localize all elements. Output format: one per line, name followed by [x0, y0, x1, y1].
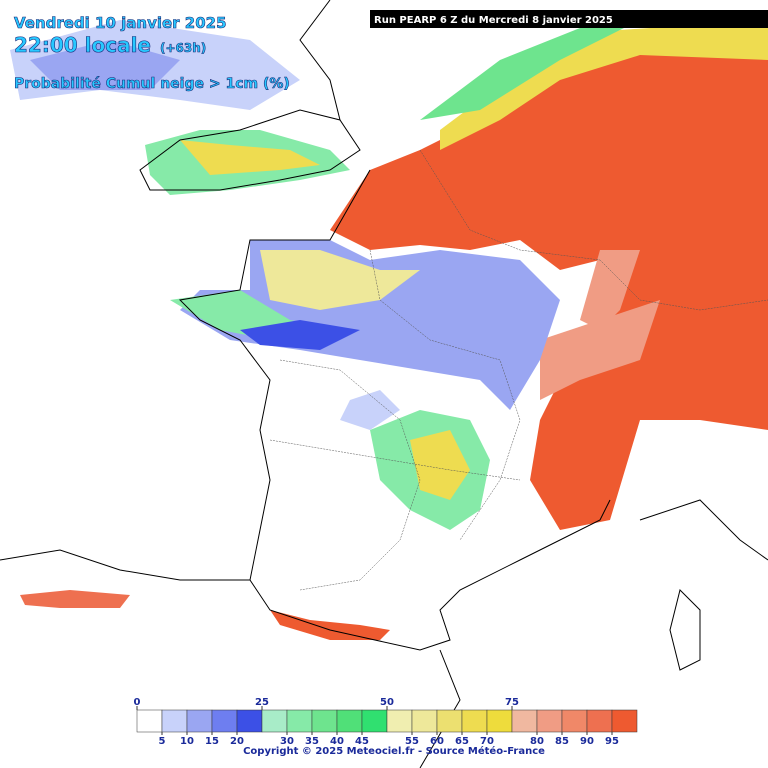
legend-cell: [161, 709, 188, 733]
legend-cell: [336, 709, 363, 733]
legend-cell: [486, 709, 513, 733]
tick-label: 5: [159, 736, 166, 747]
legend: 0 25 50 75 5 10 15 20 30 35 40 45 55 60 65 70 80 85 90 95: [134, 697, 638, 747]
tick-label: 25: [255, 697, 269, 708]
footer: Copyright © 2025 Meteociel.fr - Source M…: [243, 745, 545, 757]
time: 22:00 locale: [14, 33, 151, 57]
lead: (+63h): [160, 41, 206, 55]
legend-cell: [511, 709, 538, 733]
legend-cell: [611, 709, 638, 733]
legend-cell: [561, 709, 588, 733]
legend-cell: [461, 709, 488, 733]
tick-label: 50: [380, 697, 394, 708]
tick-label: 20: [230, 736, 244, 747]
legend-cell: [436, 709, 463, 733]
legend-cell: [236, 709, 263, 733]
tick-label: 40: [330, 736, 344, 747]
product: Probabilité Cumul neige > 1cm (%): [14, 76, 290, 92]
snow-field: [10, 20, 768, 640]
tick-label: 0: [134, 697, 141, 708]
tick-label: 80: [530, 736, 544, 747]
legend-cell: [186, 709, 213, 733]
tick-label: 10: [180, 736, 194, 747]
tick-label: 60: [430, 736, 444, 747]
legend-cell: [386, 709, 413, 733]
tick-label: 85: [555, 736, 569, 747]
legend-cell: [586, 709, 613, 733]
tick-label: 90: [580, 736, 594, 747]
legend-cell: [411, 709, 438, 733]
legend-cell: [361, 709, 388, 733]
legend-cell: [211, 709, 238, 733]
legend-cell: [136, 709, 163, 733]
tick-label: 30: [280, 736, 294, 747]
tick-label: 95: [605, 736, 619, 747]
tick-label: 45: [355, 736, 369, 747]
tick-label: 65: [455, 736, 469, 747]
tick-label: 75: [505, 697, 519, 708]
legend-cell: [536, 709, 563, 733]
legend-cell: [286, 709, 313, 733]
run: Run PEARP 6 Z du Mercredi 8 janvier 2025: [374, 15, 613, 26]
tick-label: 35: [305, 736, 319, 747]
tick-label: 70: [480, 736, 494, 747]
legend-cell: [261, 709, 288, 733]
run-banner: [370, 10, 768, 28]
legend-cell: [311, 709, 338, 733]
tick-label: 55: [405, 736, 419, 747]
departments: [269, 149, 768, 591]
tick-label: 15: [205, 736, 219, 747]
date: Vendredi 10 janvier 2025: [14, 14, 227, 32]
